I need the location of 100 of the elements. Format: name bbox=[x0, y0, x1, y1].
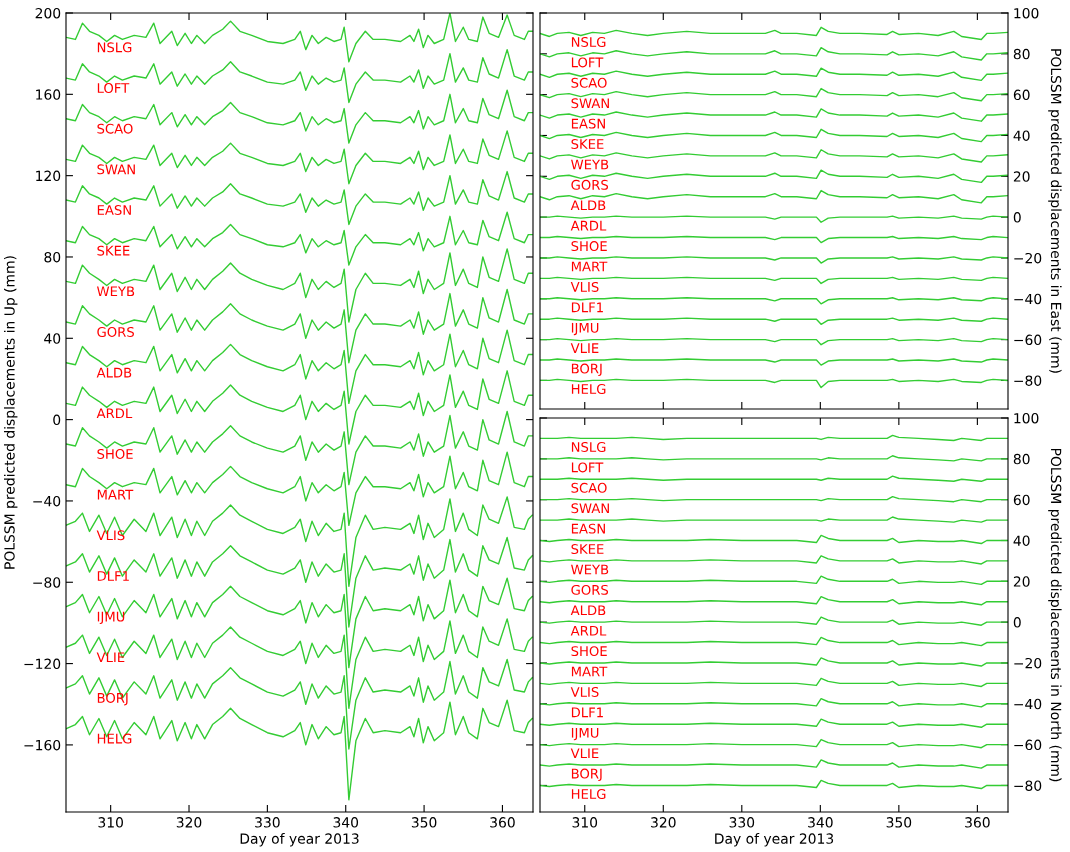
line-series bbox=[540, 555, 1008, 565]
line-series bbox=[540, 759, 1008, 769]
series-label: GORS bbox=[571, 179, 609, 190]
y-tick-label: 0 bbox=[53, 414, 61, 426]
x-tick-label: 340 bbox=[333, 817, 359, 828]
y-tick-label: 40 bbox=[1013, 130, 1030, 141]
y-tick-label: 60 bbox=[1013, 89, 1030, 101]
series-label: DLF1 bbox=[571, 707, 603, 718]
line-series bbox=[540, 779, 1008, 790]
series-label: VLIE bbox=[570, 748, 599, 758]
x-tick-label: 330 bbox=[255, 817, 280, 828]
series-label: SWAN bbox=[571, 503, 609, 514]
series-label: SHOE bbox=[571, 646, 607, 657]
series-label: HELG bbox=[571, 789, 606, 800]
y-tick-label: −60 bbox=[1014, 739, 1042, 751]
series-label: BORJ bbox=[571, 768, 602, 782]
series-label: IJMU bbox=[571, 727, 599, 741]
series-label: SCAO bbox=[571, 77, 607, 88]
y-tick-label: −60 bbox=[1014, 334, 1042, 346]
line-series bbox=[540, 636, 1008, 647]
y-tick-label: 80 bbox=[1013, 48, 1030, 60]
line-series bbox=[540, 657, 1008, 667]
series-label: LOFT bbox=[97, 83, 130, 93]
line-series bbox=[540, 616, 1008, 626]
y-tick-label: 0 bbox=[1013, 212, 1021, 223]
series-label: ALDB bbox=[570, 200, 606, 211]
line-series bbox=[540, 698, 1008, 708]
series-label: EASN bbox=[571, 118, 605, 129]
series-label: ALDB bbox=[570, 605, 606, 616]
line-series bbox=[66, 451, 533, 527]
series-label: BORJ bbox=[97, 692, 128, 706]
series-label: SWAN bbox=[97, 164, 135, 175]
y-tick-label: 80 bbox=[44, 251, 61, 263]
series-label: VLIS bbox=[96, 530, 125, 541]
series-label: MART bbox=[571, 261, 608, 272]
series-label: ALDB bbox=[96, 367, 132, 378]
series-label: GORS bbox=[97, 326, 134, 337]
y-tick-label: 60 bbox=[1013, 494, 1030, 506]
x-tick-label: 310 bbox=[572, 817, 598, 828]
series-label: LOFT bbox=[571, 462, 604, 473]
x-tick-label: 350 bbox=[411, 817, 437, 828]
series-label: WEYB bbox=[571, 159, 609, 170]
series-label: SWAN bbox=[571, 98, 609, 109]
y-tick-label: 200 bbox=[35, 7, 61, 19]
line-series bbox=[66, 410, 533, 486]
line-series bbox=[540, 677, 1008, 688]
y-tick-label: −80 bbox=[1014, 780, 1042, 791]
series-label: WEYB bbox=[97, 286, 135, 297]
series-label: MART bbox=[571, 666, 608, 677]
y-tick-label: 120 bbox=[36, 170, 61, 182]
series-label: VLIE bbox=[570, 343, 599, 353]
series-label: NSLG bbox=[571, 36, 606, 47]
series-label: SKEE bbox=[571, 139, 604, 150]
series-label: ARDL bbox=[570, 625, 607, 636]
series-label: VLIS bbox=[570, 281, 599, 292]
y-tick-label: −160 bbox=[24, 739, 61, 751]
y-tick-label: 20 bbox=[1013, 576, 1030, 587]
x-axis-title: Day of year 2013 bbox=[240, 833, 359, 847]
series-label: SHOE bbox=[97, 448, 133, 459]
y-tick-label: 20 bbox=[1013, 171, 1030, 182]
series-label: MART bbox=[97, 489, 134, 500]
x-tick-label: 330 bbox=[729, 817, 755, 828]
line-series bbox=[540, 534, 1008, 545]
line-series bbox=[540, 317, 1008, 325]
y-tick-label: −40 bbox=[33, 495, 61, 507]
line-series bbox=[66, 288, 533, 364]
y-axis-title: POLSSM predicted displacements in East (mm) bbox=[1048, 49, 1062, 373]
series-label: VLIS bbox=[570, 686, 599, 697]
x-tick-label: 320 bbox=[651, 817, 676, 828]
y-tick-label: −20 bbox=[1014, 657, 1042, 669]
line-series bbox=[66, 329, 533, 405]
series-label: SCAO bbox=[97, 123, 133, 134]
series-label: SKEE bbox=[571, 544, 604, 555]
x-tick-label: 360 bbox=[490, 817, 515, 828]
series-label: EASN bbox=[97, 205, 131, 215]
x-tick-label: 310 bbox=[98, 817, 123, 828]
series-label: SHOE bbox=[571, 241, 607, 252]
x-tick-label: 360 bbox=[965, 817, 990, 828]
series-label: SKEE bbox=[97, 245, 130, 256]
series-label: LOFT bbox=[571, 57, 604, 68]
y-tick-label: 40 bbox=[1013, 535, 1030, 546]
y-tick-label: −80 bbox=[33, 577, 61, 588]
series-label: BORJ bbox=[571, 363, 602, 377]
y-tick-label: −40 bbox=[1014, 698, 1042, 710]
series-label: ARDL bbox=[570, 220, 607, 231]
y-tick-label: −20 bbox=[1014, 252, 1042, 264]
series-label: WEYB bbox=[571, 564, 609, 575]
series-label: SCAO bbox=[571, 482, 607, 493]
line-series bbox=[540, 595, 1008, 606]
y-axis-title: POLSSM predicted displacements in North (mm) bbox=[1048, 448, 1062, 782]
y-tick-label: −80 bbox=[1014, 375, 1042, 386]
y-tick-label: 160 bbox=[36, 89, 61, 100]
x-tick-label: 340 bbox=[808, 817, 833, 828]
series-label: IJMU bbox=[97, 611, 125, 625]
x-axis-title: Day of year 2013 bbox=[715, 833, 834, 847]
line-series bbox=[540, 575, 1008, 586]
series-label: GORS bbox=[571, 584, 609, 595]
series-label: EASN bbox=[571, 523, 605, 534]
y-tick-label: 0 bbox=[1013, 617, 1021, 628]
x-tick-label: 320 bbox=[176, 817, 202, 828]
